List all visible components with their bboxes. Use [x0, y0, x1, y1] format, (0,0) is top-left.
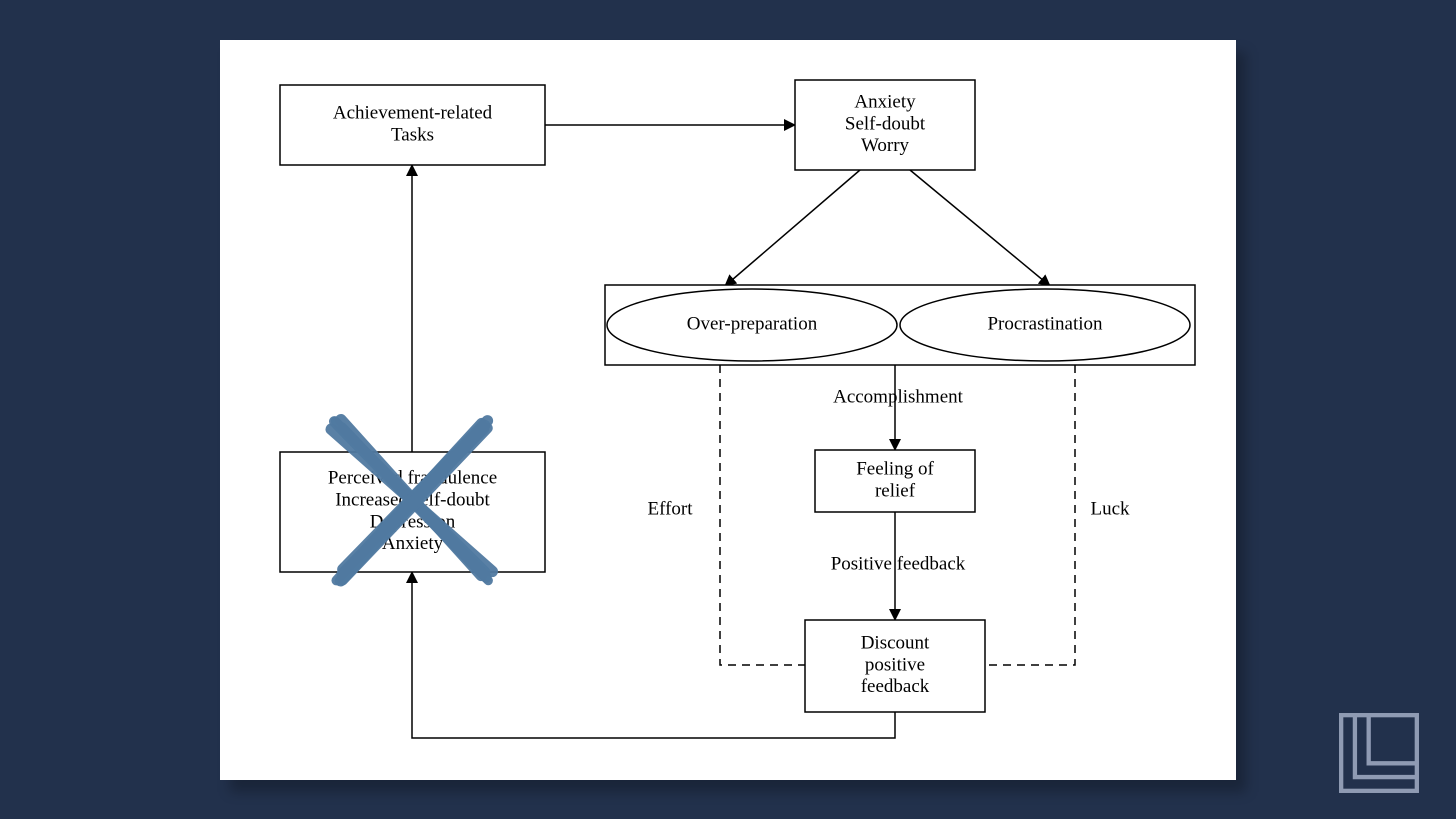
node-anxiety-label-0: Anxiety — [854, 92, 916, 113]
diagram-panel: Achievement-relatedTasks AnxietySelf-doub… — [220, 40, 1236, 780]
node-discount-label-1: positive — [865, 654, 925, 675]
edge-label-effort: Effort — [647, 498, 693, 519]
node-discount: Discountpositivefeedback — [805, 620, 985, 712]
stage: Achievement-relatedTasks AnxietySelf-doub… — [0, 0, 1456, 819]
node-anxiety: AnxietySelf-doubtWorry — [795, 80, 975, 170]
edge-e6 — [720, 365, 805, 665]
node-relief: Feeling ofrelief — [815, 450, 975, 512]
node-achievement-label-0: Achievement-related — [333, 102, 493, 123]
node-achievement: Achievement-relatedTasks — [280, 85, 545, 165]
node-relief-label-0: Feeling of — [856, 458, 934, 479]
node-relief-label-1: relief — [875, 480, 916, 501]
node-over_prep-label-0: Over-preparation — [687, 313, 818, 334]
node-achievement-label-1: Tasks — [391, 124, 434, 145]
edge-label-accomplishment: Accomplishment — [833, 386, 964, 407]
edge-e3 — [910, 170, 1050, 286]
node-anxiety-label-2: Worry — [861, 135, 910, 156]
edge-label-positive_fb: Positive feedback — [831, 553, 966, 574]
node-perceived-label-0: Perceived fraudulence — [328, 468, 497, 489]
edge-e2 — [725, 170, 860, 286]
edge-e7 — [985, 365, 1075, 665]
edge-label-luck: Luck — [1090, 498, 1130, 519]
node-discount-label-2: feedback — [861, 676, 930, 697]
corner-logo-icon — [1336, 710, 1422, 796]
node-procrast-label-0: Procrastination — [987, 313, 1103, 334]
impostor-cycle-diagram: Achievement-relatedTasks AnxietySelf-doub… — [220, 40, 1236, 780]
node-discount-label-0: Discount — [861, 633, 930, 654]
node-anxiety-label-1: Self-doubt — [845, 113, 926, 134]
